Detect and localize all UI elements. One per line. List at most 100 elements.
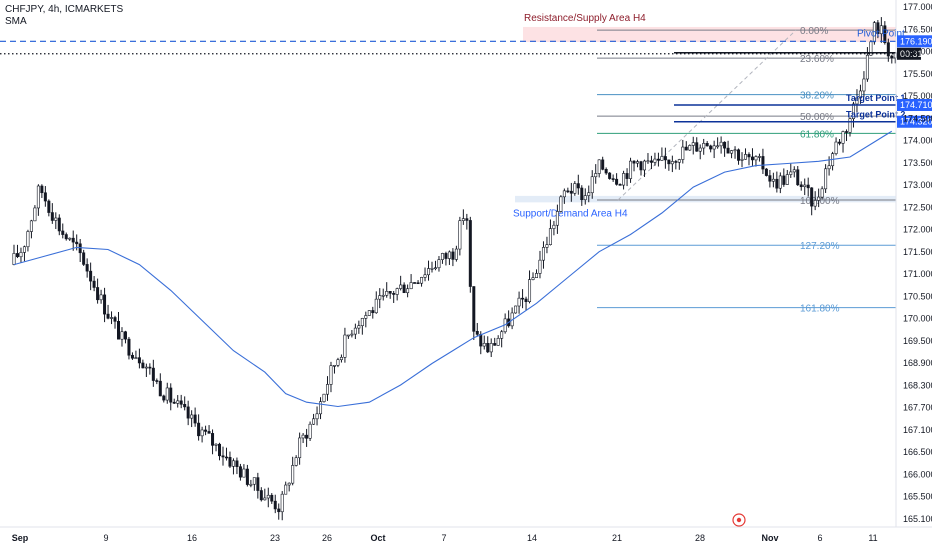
pivot-point-label: Pivot Point [857,28,905,39]
candle-body [646,160,650,163]
candle-body [301,434,305,439]
candle-body [224,456,228,459]
candle-body [127,338,131,356]
candle-body [552,224,556,229]
candle-body [698,147,702,152]
candle-body [618,184,622,186]
candle-body [92,280,96,288]
candle-body [249,483,253,486]
candle-body [625,173,629,179]
price-tick-label: 166.500 [903,447,932,457]
candle-body [674,161,678,163]
price-axis[interactable]: 177.000 176.500 176.000 175.500 175.000 174.5… [895,0,932,527]
candle-body [688,145,692,151]
candle-body [207,431,211,434]
candle-body [367,310,371,316]
candle-body [667,159,671,165]
candle-body [820,188,824,198]
candle-body [733,149,737,152]
candle-body [134,357,138,359]
resistance-zone [523,26,896,43]
fib-level-label: 38.20% [800,91,834,102]
candle-body [792,169,796,173]
date-tick-label: 23 [270,533,280,543]
candle-body [785,174,789,185]
candle-body [705,143,709,147]
candle-body [848,118,852,133]
price-tick-label: 170.000 [903,314,932,324]
candle-body [197,422,201,437]
price-tick-label: 177.000 [903,2,932,12]
price-tick-label: 167.100 [903,425,932,435]
candle-body [838,141,842,144]
candle-body [99,294,103,301]
event-marker-dot [736,517,742,523]
time-axis[interactable]: Sep 9 16 23 26 Oct 7 14 21 28 Nov 6 11 [0,526,932,543]
candle-body [329,365,333,385]
candle-body [695,142,699,152]
candle-body [768,175,772,182]
candle-body [764,168,768,176]
candle-body [824,168,828,190]
candle-body [287,482,291,486]
candle-body [684,146,688,151]
price-tick-label: 173.500 [903,158,932,168]
candle-body [750,156,754,161]
candle-body [214,443,218,446]
price-tick-label: 171.000 [903,269,932,279]
candle-body [472,286,476,332]
current-time-badge-text: 00:31 [900,49,923,59]
candle-body [315,413,319,420]
sma-line [13,130,893,408]
price-tick-label: 176.500 [903,24,932,34]
candle-body [649,160,653,163]
candle-body [827,165,831,170]
candle-body [360,318,364,326]
indicator-label: SMA [5,16,27,27]
candle-body [817,196,821,201]
candle-body [43,192,47,202]
target-price-badge-text: 174.320 [900,117,932,127]
candle-body [541,247,545,261]
candle-body [782,175,786,185]
candle-body [813,200,817,207]
candle-body [611,178,615,180]
candle-body [597,159,601,174]
price-tick-label: 174.500 [903,113,932,123]
candle-body [228,457,232,467]
candle-body [110,317,114,319]
candle-body [151,367,155,381]
candle-body [538,259,542,274]
candle-body [75,241,79,245]
fib-level-label: 0.00% [800,26,828,37]
candle-body [562,190,566,198]
candle-body [514,305,518,314]
candle-body [747,154,751,158]
candle-body [148,366,152,369]
candle-body [68,237,72,240]
price-tick-label: 165.100 [903,514,932,524]
candle-body [799,184,803,188]
price-tick-label: 169.500 [903,336,932,346]
candle-body [103,294,107,315]
candle-body [740,158,744,161]
candle-body [458,220,462,250]
candle-body [15,253,19,258]
candle-body [245,468,249,485]
candle-body [176,400,180,404]
candle-body [416,282,420,285]
date-tick-label: 14 [527,533,537,543]
candle-body [395,288,399,295]
candle-body [754,156,758,161]
candle-body [677,159,681,163]
candle-body [298,437,302,459]
support-zone [515,195,896,203]
fib-level-label: 127.20% [800,241,840,252]
candle-body [615,178,619,185]
price-tick-label: 171.500 [903,247,932,257]
candle-body [702,143,706,149]
target-label: Target Point 1 [846,93,905,103]
candle-body [280,493,284,513]
price-tick-label: 173.000 [903,180,932,190]
